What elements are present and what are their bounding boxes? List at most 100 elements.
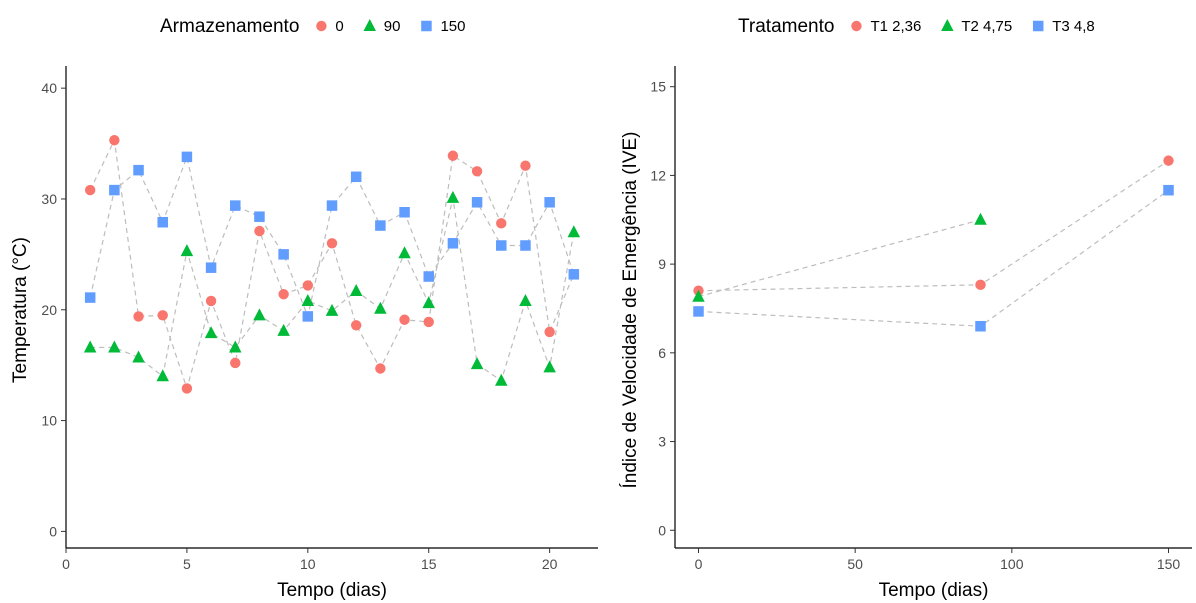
data-point <box>229 340 242 353</box>
data-point <box>84 184 96 196</box>
x-tick-label: 150 <box>1157 556 1181 572</box>
legend-key <box>851 20 862 32</box>
data-point <box>423 271 434 282</box>
legend-key <box>1032 20 1044 32</box>
legend-label: 0 <box>335 18 343 35</box>
data-point <box>84 292 96 303</box>
data-point <box>109 135 120 146</box>
temperature-chart: 0 5 10 15 20 0 10 20 30 40 Tempo (dias) Temperatura… <box>10 16 598 601</box>
data-point <box>471 166 483 177</box>
data-point <box>302 280 314 291</box>
data-point <box>253 308 266 321</box>
y-tick-label: 15 <box>650 79 666 95</box>
x-tick-label: 0 <box>62 556 70 572</box>
series-line <box>89 154 575 319</box>
legend-key <box>363 19 376 32</box>
data-point <box>326 238 338 249</box>
data-point <box>567 225 581 238</box>
y-tick-label: 0 <box>658 522 666 538</box>
y-tick-label: 6 <box>658 345 666 361</box>
data-point <box>204 326 218 339</box>
legend-key <box>421 20 432 32</box>
data-point <box>181 383 193 394</box>
data-point <box>254 225 265 237</box>
data-point <box>254 211 265 222</box>
data-point <box>693 306 704 317</box>
legend-label: 150 <box>440 18 465 35</box>
y-axis-title: Temperatura (°C) <box>10 237 31 383</box>
data-point <box>277 323 290 336</box>
data-point <box>495 373 508 386</box>
legend-key <box>316 20 327 32</box>
legend-label: T2 4,75 <box>961 18 1012 35</box>
data-point <box>399 314 410 325</box>
data-point <box>1163 155 1174 166</box>
x-tick-label: 20 <box>542 556 558 572</box>
data-point <box>181 151 193 163</box>
x-tick-label: 100 <box>1000 556 1024 572</box>
data-point <box>349 283 363 296</box>
data-point <box>375 220 386 231</box>
data-point <box>447 238 459 249</box>
legend-label: T1 2,36 <box>870 18 921 35</box>
data-point <box>83 340 97 353</box>
y-tick-label: 9 <box>658 256 666 272</box>
data-point <box>133 164 144 176</box>
data-point <box>519 293 532 306</box>
data-point <box>230 200 241 211</box>
series-line <box>698 189 1169 327</box>
data-point <box>544 326 555 338</box>
data-point <box>109 184 120 196</box>
data-point <box>325 303 339 316</box>
x-tick-label: 5 <box>183 556 191 572</box>
series-line <box>698 219 981 298</box>
data-point <box>108 340 121 353</box>
data-point <box>326 200 338 211</box>
data-point <box>422 296 435 309</box>
data-point <box>350 320 362 331</box>
data-point <box>399 207 410 218</box>
data-point <box>205 295 217 307</box>
data-point <box>544 197 555 208</box>
data-point <box>133 311 144 322</box>
data-point <box>496 240 507 251</box>
y-tick-label: 12 <box>650 167 666 183</box>
data-point <box>520 240 531 251</box>
legend-label: 90 <box>384 18 401 35</box>
data-point <box>156 369 169 382</box>
data-point <box>568 269 580 280</box>
data-point <box>447 150 459 161</box>
y-tick-label: 30 <box>41 191 57 207</box>
y-tick-label: 3 <box>658 434 666 450</box>
data-point <box>278 289 289 300</box>
data-point <box>496 218 507 229</box>
series-line <box>89 138 575 391</box>
series-line <box>90 197 575 382</box>
data-point <box>975 320 986 332</box>
x-tick-label: 10 <box>300 556 316 572</box>
y-axis-title: Índice de Velocidade de Emergência (IVE) <box>620 132 641 489</box>
data-point <box>301 293 315 306</box>
legend-label: T3 4,8 <box>1052 18 1095 35</box>
data-point <box>374 301 387 314</box>
x-tick-label: 15 <box>421 556 437 572</box>
legend-title: Armazenamento <box>160 16 299 37</box>
data-point <box>230 357 241 369</box>
legend-key <box>941 19 954 32</box>
data-point <box>975 279 986 291</box>
data-point <box>157 216 168 228</box>
data-point <box>446 190 460 203</box>
x-axis-title: Tempo (dias) <box>277 580 387 601</box>
data-point <box>692 289 705 302</box>
data-point <box>205 262 217 273</box>
data-point <box>471 197 483 208</box>
data-point <box>278 249 289 260</box>
x-tick-label: 50 <box>847 556 863 572</box>
data-point <box>398 246 411 259</box>
y-tick-label: 40 <box>41 80 57 96</box>
data-point <box>157 310 168 321</box>
y-tick-label: 10 <box>41 413 57 429</box>
data-point <box>470 357 484 370</box>
data-point <box>375 363 386 374</box>
